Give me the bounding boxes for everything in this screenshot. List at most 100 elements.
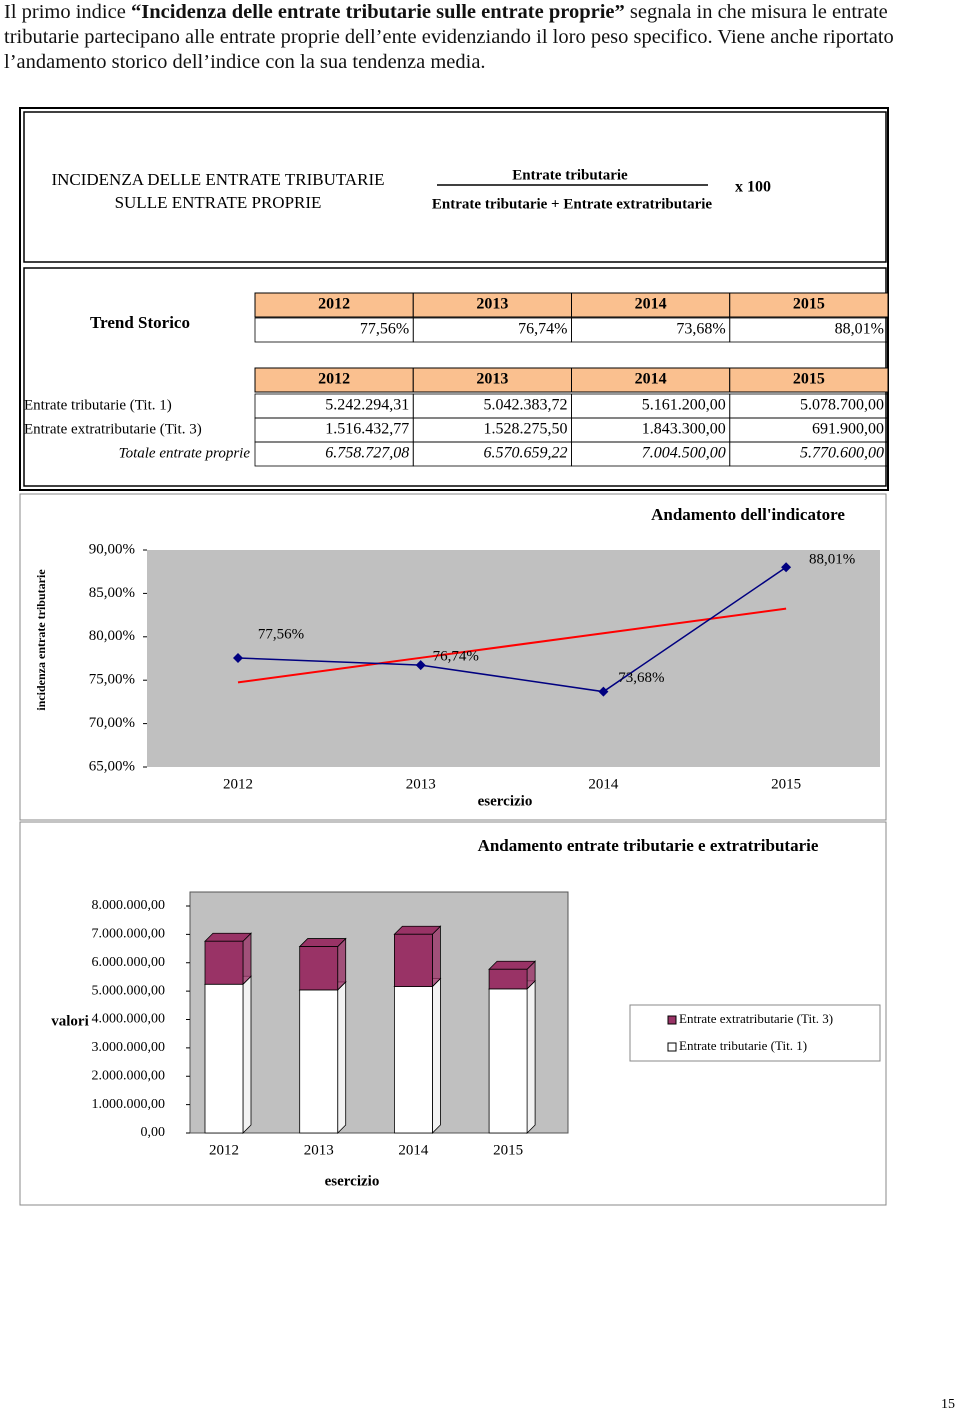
x-axis-label: esercizio	[478, 793, 533, 809]
bar-top	[298, 938, 347, 947]
formula-numerator: Entrate tributarie	[512, 167, 628, 183]
year-label: 2013	[476, 371, 508, 388]
y-tick-label: 0,00	[141, 1125, 166, 1140]
y-tick-label: 90,00%	[89, 541, 135, 557]
x-tick-label: 2015	[771, 776, 801, 792]
intro-highlight: “Incidenza delle entrate tributarie sull…	[130, 1, 625, 23]
value-cell	[729, 441, 889, 467]
bar	[299, 946, 339, 991]
x-tick-label: 2014	[588, 776, 619, 792]
bar-top	[488, 960, 537, 970]
data-label: 76,74%	[433, 649, 479, 665]
year-label: 2015	[793, 296, 825, 313]
y-axis-label: valori	[51, 1013, 89, 1029]
bar	[393, 986, 433, 1134]
trend-label: Trend Storico	[90, 313, 190, 332]
intro-lead: Il primo indice	[4, 1, 131, 23]
legend-swatch	[667, 1042, 677, 1052]
marker	[598, 686, 609, 697]
bar-top	[204, 932, 252, 942]
year-label: 2012	[318, 296, 350, 313]
page-number: 15	[941, 1397, 955, 1412]
value-text: 5.242.294,31	[325, 397, 409, 414]
y-tick-label: 85,00%	[89, 585, 135, 601]
value-text: 76,74%	[518, 321, 567, 338]
y-tick-label: 2.000.000,00	[92, 1068, 166, 1083]
value-text: 5.042.383,72	[484, 397, 568, 414]
formula-denominator: Entrate tributarie + Entrate extratribut…	[432, 196, 712, 212]
data-label: 88,01%	[809, 552, 855, 568]
value-cell	[729, 317, 889, 343]
year-label: 2014	[635, 296, 667, 313]
value-text: 6.758.727,08	[325, 445, 409, 462]
value-text: 77,56%	[360, 321, 409, 338]
marker	[233, 652, 243, 663]
value-text: 1.528.275,50	[484, 421, 568, 438]
y-tick-label: 7.000.000,00	[92, 927, 166, 942]
bar-side	[337, 937, 347, 991]
value-text: 88,01%	[835, 321, 884, 338]
value-text: 1.516.432,77	[325, 421, 409, 438]
bar-top	[393, 925, 442, 935]
bar-side	[431, 925, 441, 988]
value-text: 7.004.500,00	[642, 445, 726, 462]
bar	[488, 968, 528, 990]
year-cell	[412, 292, 572, 318]
year-cell	[571, 292, 731, 318]
x-tick-label: 2012	[223, 776, 253, 792]
intro-paragraph: Il primo indice “Incidenza delle entrate…	[4, 0, 949, 75]
year-label: 2015	[793, 371, 825, 388]
chart-title: Andamento entrate tributarie e extratrib…	[478, 836, 819, 855]
legend-label: Entrate extratributarie (Tit. 3)	[679, 1011, 833, 1026]
y-tick-label: 6.000.000,00	[92, 955, 166, 970]
x-tick-label: 2015	[493, 1142, 523, 1158]
y-tick-label: 5.000.000,00	[92, 983, 166, 998]
formula-box	[23, 111, 887, 263]
bar-side	[242, 975, 252, 1134]
y-tick-label: 80,00%	[89, 628, 135, 644]
year-label: 2014	[635, 371, 667, 388]
year-label: 2012	[318, 371, 350, 388]
x-axis-label: esercizio	[325, 1173, 380, 1189]
chart-title: Andamento dell'indicatore	[651, 505, 845, 524]
data-label: 77,56%	[258, 626, 304, 642]
y-tick-label: 65,00%	[89, 758, 135, 774]
bar	[488, 988, 528, 1134]
year-cell	[254, 367, 414, 393]
bar	[393, 933, 433, 987]
bar-side	[526, 979, 536, 1134]
x-tick-label: 2013	[304, 1142, 334, 1158]
trend-line	[237, 607, 787, 684]
legend-swatch	[667, 1015, 677, 1025]
year-label: 2013	[476, 296, 508, 313]
x-tick-label: 2013	[406, 776, 436, 792]
indicator-line	[237, 566, 787, 693]
y-tick-label: 3.000.000,00	[92, 1040, 166, 1055]
year-cell	[254, 292, 414, 318]
year-cell	[729, 292, 889, 318]
row-label: Totale entrate proprie	[119, 445, 251, 461]
bar	[204, 983, 244, 1134]
value-text: 1.843.300,00	[642, 421, 726, 438]
value-text: 73,68%	[676, 321, 725, 338]
year-cell	[729, 367, 889, 393]
bar	[299, 989, 339, 1134]
bar	[204, 940, 244, 985]
row-label: Entrate extratributarie (Tit. 3)	[24, 421, 202, 437]
value-text: 5.078.700,00	[800, 397, 884, 414]
x-tick-label: 2012	[209, 1142, 239, 1158]
marker	[781, 562, 792, 573]
marker	[415, 660, 426, 671]
x-tick-label: 2014	[398, 1142, 429, 1158]
value-text: 5.161.200,00	[642, 397, 726, 414]
year-cell	[571, 367, 731, 393]
row-label: Entrate tributarie (Tit. 1)	[24, 397, 172, 413]
y-tick-label: 4.000.000,00	[92, 1012, 166, 1027]
intro-rest: segnala in che misura le entrate tributa…	[4, 1, 894, 73]
bar-side	[337, 980, 347, 1134]
formula-name: SULLE ENTRATE PROPRIE	[115, 193, 322, 212]
value-text: 691.900,00	[812, 421, 884, 438]
legend-label: Entrate tributarie (Tit. 1)	[679, 1038, 807, 1053]
